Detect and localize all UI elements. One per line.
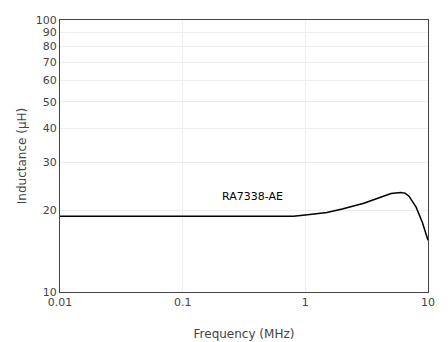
svg-text:10: 10 xyxy=(43,286,57,299)
svg-text:Frequency (MHz): Frequency (MHz) xyxy=(194,327,295,341)
svg-text:100: 100 xyxy=(36,14,57,27)
svg-text:50: 50 xyxy=(43,96,57,109)
svg-text:30: 30 xyxy=(43,156,57,169)
svg-text:RA7338-AE: RA7338-AE xyxy=(222,190,283,203)
svg-text:60: 60 xyxy=(43,74,57,87)
svg-text:80: 80 xyxy=(43,40,57,53)
svg-text:20: 20 xyxy=(43,204,57,217)
svg-text:40: 40 xyxy=(43,122,57,135)
svg-text:0.1: 0.1 xyxy=(174,296,192,309)
svg-text:0.01: 0.01 xyxy=(48,296,73,309)
svg-text:70: 70 xyxy=(43,56,57,69)
svg-text:1: 1 xyxy=(302,296,309,309)
svg-text:Inductance (μH): Inductance (μH) xyxy=(15,108,29,204)
svg-text:10: 10 xyxy=(421,296,435,309)
svg-text:90: 90 xyxy=(43,26,57,39)
